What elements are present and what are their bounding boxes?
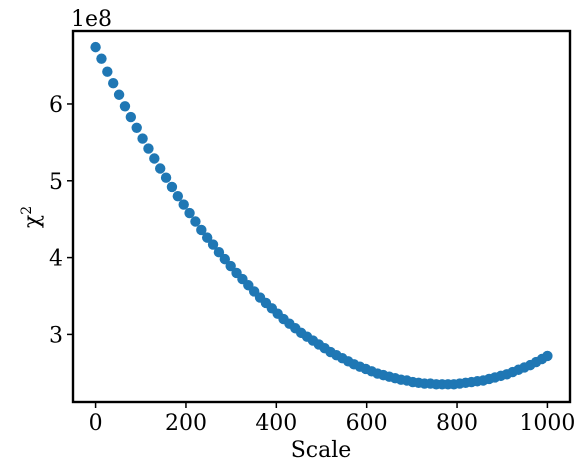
x-tick-label: 800 (436, 411, 478, 436)
x-axis-ticks: 0 200 400 600 800 1000 (89, 402, 575, 436)
x-tick-label: 0 (89, 411, 103, 436)
data-point (207, 239, 219, 250)
data-point (225, 260, 236, 272)
data-point (201, 232, 213, 243)
data-point (119, 101, 131, 112)
data-point (102, 66, 113, 77)
x-tick-label: 1000 (519, 411, 575, 436)
data-point (190, 216, 201, 227)
data-point (196, 224, 207, 236)
y-tick-label: 4 (49, 247, 63, 272)
x-axis-label: Scale (291, 438, 352, 463)
y-tick-label: 6 (49, 93, 63, 118)
data-point (143, 143, 154, 154)
x-tick-label: 400 (255, 411, 297, 436)
data-point (155, 163, 166, 174)
y-axis-ticks: 3 4 5 6 (49, 93, 73, 348)
y-tick-label: 5 (49, 170, 63, 195)
data-point (166, 181, 178, 193)
data-point (184, 207, 195, 219)
data-point (542, 350, 553, 362)
y-axis-label-exponent: 2 (19, 206, 35, 215)
data-point (90, 41, 101, 53)
data-point (178, 199, 189, 210)
data-point (125, 111, 137, 123)
y-axis-label-symbol: χ (20, 215, 45, 228)
y-offset-label: 1e8 (71, 7, 112, 32)
data-point (113, 89, 125, 100)
data-point (96, 53, 107, 64)
data-point (172, 190, 184, 202)
y-axis-label: χ2 (19, 206, 45, 228)
data-point (149, 153, 160, 164)
data-point (160, 172, 172, 183)
data-points (90, 41, 553, 390)
data-point (108, 78, 119, 89)
data-point (131, 122, 142, 133)
data-point (137, 133, 148, 144)
x-tick-label: 600 (346, 411, 388, 436)
data-point (219, 253, 231, 265)
data-point (213, 247, 225, 258)
x-tick-label: 200 (165, 411, 207, 436)
plot-frame (71, 29, 572, 404)
y-tick-label: 3 (49, 323, 63, 348)
